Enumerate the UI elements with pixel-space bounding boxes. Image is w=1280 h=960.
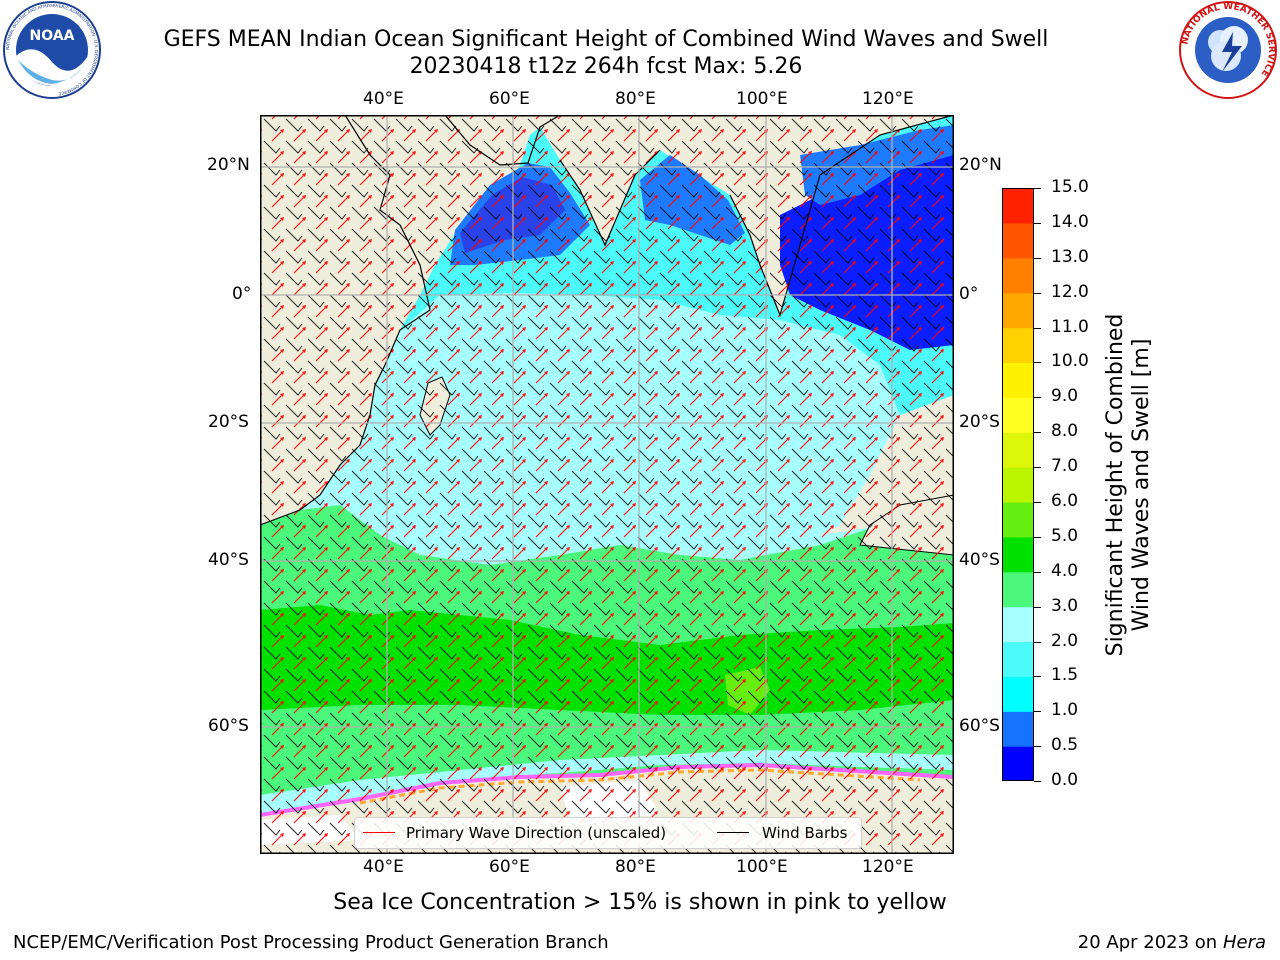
colorbar-tick-label: 11.0: [1051, 316, 1089, 337]
colorbar-segment: [1002, 432, 1034, 468]
colorbar-tick-mark: [1034, 571, 1041, 573]
colorbar-segment: [1002, 188, 1034, 224]
legend-barb-label: Wind Barbs: [762, 824, 848, 842]
colorbar-tick-label: 9.0: [1051, 386, 1079, 407]
lon-label-top-40e: 40°E: [363, 89, 404, 109]
colorbar-tick-mark: [1034, 746, 1041, 748]
colorbar-tick-label: 5.0: [1051, 525, 1079, 546]
colorbar-tick-label: 14.0: [1051, 211, 1089, 232]
colorbar-tick-mark: [1034, 501, 1041, 503]
lon-label-top-100e: 100°E: [736, 89, 788, 109]
colorbar-tick-mark: [1034, 222, 1041, 224]
colorbar-tick-mark: [1034, 606, 1041, 608]
colorbar-segment: [1002, 467, 1034, 503]
colorbar-tick-mark: [1034, 362, 1041, 364]
nws-logo: NATIONAL WEATHER SERVICE: [1179, 1, 1277, 99]
footer-machine: Hera: [1222, 932, 1266, 953]
colorbar-segment: [1002, 536, 1034, 573]
colorbar-tick-mark: [1034, 711, 1041, 713]
map-legend: Primary Wave Direction (unscaled) Wind B…: [354, 817, 862, 849]
colorbar-tick-mark: [1034, 292, 1041, 294]
colorbar-tick-mark: [1034, 327, 1041, 329]
colorbar-tick-label: 6.0: [1051, 490, 1079, 511]
colorbar-segment: [1002, 222, 1034, 259]
map-frame: [260, 115, 954, 854]
colorbar-tick-label: 10.0: [1051, 351, 1089, 372]
colorbar-tick-label: 2.0: [1051, 630, 1079, 651]
colorbar-tick-mark: [1034, 432, 1041, 434]
lon-label-bottom-40e: 40°E: [363, 857, 404, 877]
gridlines: [260, 115, 954, 854]
ice-note: Sea Ice Concentration > 15% is shown in …: [333, 890, 947, 915]
colorbar-segment: [1002, 327, 1034, 364]
lat-label-left-20s: 20°S: [208, 412, 249, 432]
lon-label-top-80e: 80°E: [615, 89, 656, 109]
noaa-logo-text: NOAA: [30, 28, 75, 44]
colorbar-tick-mark: [1034, 188, 1041, 189]
colorbar-segment: [1002, 397, 1034, 433]
colorbar-segment: [1002, 606, 1034, 643]
colorbar-tick-mark: [1034, 536, 1041, 538]
colorbar-segment: [1002, 711, 1034, 747]
lat-label-right-40s: 40°S: [959, 550, 1000, 570]
colorbar-tick-label: 3.0: [1051, 595, 1079, 616]
footer-org: NCEP/EMC/Verification Post Processing Pr…: [13, 932, 609, 953]
colorbar-segment: [1002, 746, 1034, 781]
colorbar-tick-label: 12.0: [1051, 281, 1089, 302]
colorbar-tick-label: 13.0: [1051, 246, 1089, 267]
coastline-arabia: [444, 115, 561, 166]
legend-barb-swatch: [717, 832, 749, 833]
colorbar-tick-mark: [1034, 257, 1041, 259]
colorbar-tick-mark: [1034, 781, 1041, 782]
lon-label-top-60e: 60°E: [489, 89, 530, 109]
colorbar-tick-label: 8.0: [1051, 421, 1079, 442]
colorbar-segment: [1002, 362, 1034, 398]
lat-label-left-60s: 60°S: [208, 716, 249, 736]
colorbar-label-line1: Significant Height of Combined: [1103, 313, 1128, 657]
lat-label-right-20n: 20°N: [959, 155, 1002, 175]
colorbar-segment: [1002, 676, 1034, 712]
coastline-africa: [260, 115, 431, 526]
lat-label-right-0: 0°: [959, 284, 979, 304]
colorbar-tick-label: 7.0: [1051, 456, 1079, 477]
colorbar-tick-mark: [1034, 467, 1041, 469]
lon-label-top-120e: 120°E: [862, 89, 914, 109]
lat-label-left-20n: 20°N: [207, 155, 250, 175]
legend-wave-label: Primary Wave Direction (unscaled): [406, 824, 667, 842]
wave-direction-overlay: [260, 115, 954, 854]
colorbar-tick-label: 1.0: [1051, 700, 1079, 721]
lon-label-bottom-60e: 60°E: [489, 857, 530, 877]
lon-label-bottom-120e: 120°E: [862, 857, 914, 877]
coastline-southeast-asia: [729, 115, 954, 317]
colorbar-tick-label: 15.0: [1051, 177, 1089, 197]
lat-label-right-60s: 60°S: [959, 716, 1000, 736]
colorbar-tick-label: 0.0: [1051, 770, 1079, 790]
chart-subtitle: 20230418 t12z 264h fcst Max: 5.26: [409, 54, 803, 79]
lat-label-right-20s: 20°S: [959, 412, 1000, 432]
legend-wave-swatch: [363, 832, 395, 833]
footer-date: 20 Apr 2023 on Hera: [1078, 932, 1266, 953]
colorbar-segment: [1002, 641, 1034, 677]
lon-label-bottom-100e: 100°E: [736, 857, 788, 877]
footer-date-text: 20 Apr 2023 on: [1077, 932, 1223, 953]
noaa-logo: NOAA NATIONAL OCEANIC AND ATMOSPHERIC AD…: [3, 1, 101, 99]
colorbar: [1002, 188, 1034, 781]
colorbar-tick-label: 1.5: [1051, 665, 1079, 686]
colorbar-tick-mark: [1034, 397, 1041, 399]
colorbar-segment: [1002, 292, 1034, 329]
colorbar-segment: [1002, 501, 1034, 538]
lon-label-bottom-80e: 80°E: [615, 857, 656, 877]
colorbar-tick-mark: [1034, 641, 1041, 643]
colorbar-segment: [1002, 257, 1034, 294]
lat-label-left-40s: 40°S: [208, 550, 249, 570]
map-panel: [260, 115, 954, 854]
colorbar-segment: [1002, 571, 1034, 608]
colorbar-label-line2: Wind Waves and Swell [m]: [1129, 338, 1154, 632]
colorbar-tick-mark: [1034, 676, 1041, 678]
colorbar-tick-label: 0.5: [1051, 735, 1079, 756]
chart-title: GEFS MEAN Indian Ocean Significant Heigh…: [163, 27, 1049, 52]
colorbar-tick-label: 4.0: [1051, 560, 1079, 581]
lat-label-left-0: 0°: [232, 284, 252, 304]
